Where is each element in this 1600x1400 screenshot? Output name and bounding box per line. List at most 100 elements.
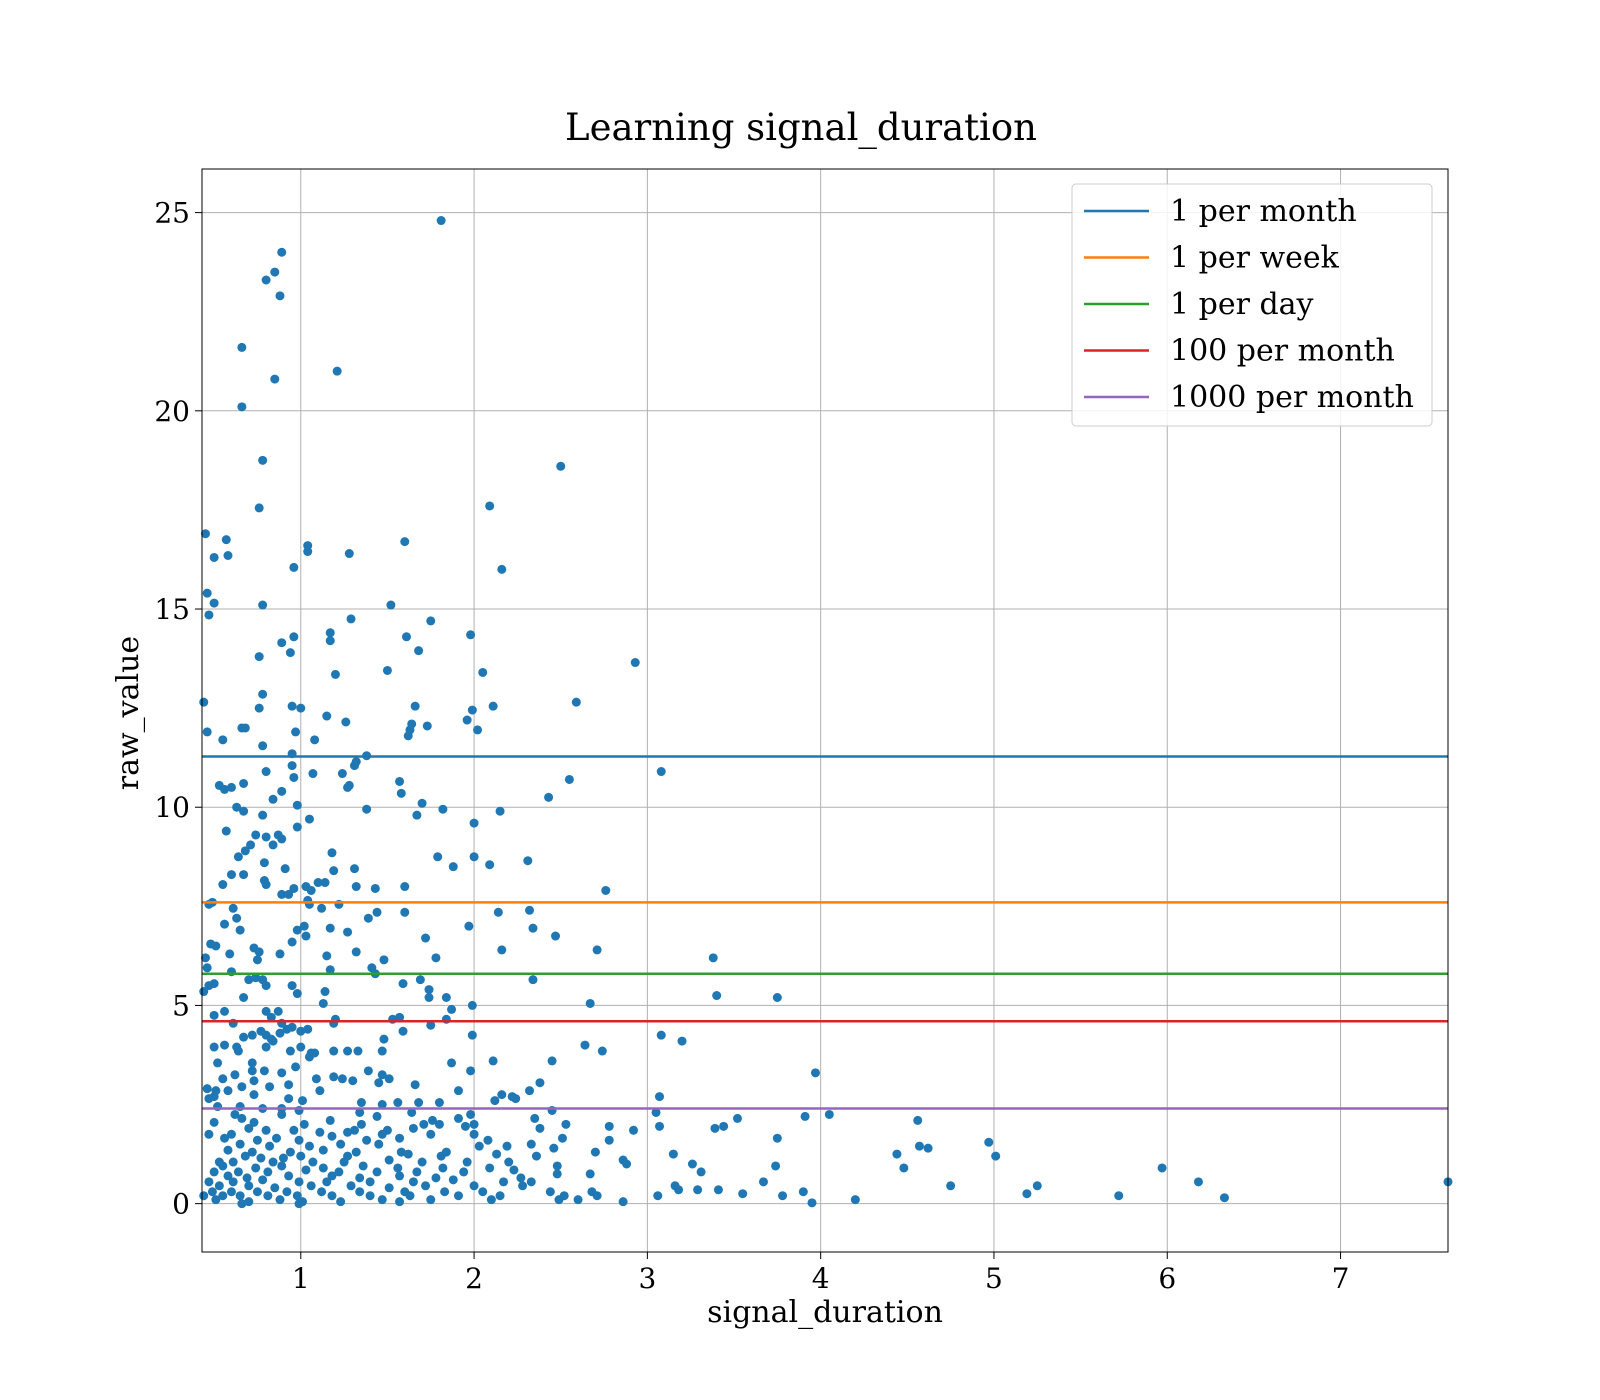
data-point bbox=[214, 1181, 224, 1191]
data-point bbox=[268, 794, 278, 804]
data-point bbox=[327, 848, 337, 858]
data-point bbox=[710, 1123, 720, 1133]
data-point bbox=[317, 1187, 327, 1197]
data-point bbox=[261, 1125, 271, 1135]
data-point bbox=[504, 1157, 514, 1167]
data-point bbox=[249, 1117, 259, 1127]
data-point bbox=[384, 1074, 394, 1084]
data-point bbox=[289, 562, 299, 572]
data-point bbox=[398, 1026, 408, 1036]
data-point bbox=[467, 1030, 477, 1040]
data-point bbox=[240, 846, 250, 856]
data-point bbox=[209, 598, 219, 608]
data-point bbox=[278, 1153, 288, 1163]
data-point bbox=[580, 1040, 590, 1050]
data-point bbox=[462, 1157, 472, 1167]
data-point bbox=[486, 1195, 496, 1205]
data-point bbox=[223, 1145, 233, 1155]
data-point bbox=[377, 1070, 387, 1080]
data-point bbox=[421, 933, 431, 943]
data-point bbox=[355, 1107, 365, 1117]
data-point bbox=[332, 366, 342, 376]
data-point bbox=[497, 1090, 507, 1100]
data-point bbox=[289, 632, 299, 642]
data-point bbox=[228, 1157, 238, 1167]
data-point bbox=[732, 1113, 742, 1123]
data-point bbox=[712, 991, 722, 1001]
data-point bbox=[315, 1086, 325, 1096]
data-point bbox=[204, 1177, 214, 1187]
data-point bbox=[254, 503, 264, 513]
data-point bbox=[573, 1195, 583, 1205]
data-point bbox=[668, 1149, 678, 1159]
data-point bbox=[277, 638, 287, 648]
data-points bbox=[199, 216, 1453, 1209]
data-point bbox=[235, 1191, 245, 1201]
data-point bbox=[251, 973, 261, 983]
y-tick-label: 25 bbox=[154, 197, 190, 230]
data-point bbox=[526, 1139, 536, 1149]
data-point bbox=[356, 1119, 366, 1129]
data-point bbox=[438, 1163, 448, 1173]
data-point bbox=[365, 1177, 375, 1187]
data-point bbox=[410, 701, 420, 711]
data-point bbox=[398, 979, 408, 989]
data-point bbox=[629, 1125, 639, 1135]
data-point bbox=[299, 1119, 309, 1129]
data-point bbox=[405, 1191, 415, 1201]
plot-area bbox=[199, 168, 1453, 1253]
data-point bbox=[226, 1129, 236, 1139]
data-point bbox=[984, 1137, 994, 1147]
data-point bbox=[351, 757, 361, 767]
data-point bbox=[315, 1127, 325, 1137]
data-point bbox=[275, 1028, 285, 1038]
legend-items: 1 per month 1 per week 1 per day 100 per mo… bbox=[1084, 194, 1414, 415]
legend-box bbox=[1071, 183, 1433, 427]
data-point bbox=[233, 852, 243, 862]
data-point bbox=[266, 1012, 276, 1022]
data-point bbox=[414, 1098, 424, 1108]
data-point bbox=[618, 1197, 628, 1207]
data-point bbox=[275, 949, 285, 959]
data-point bbox=[535, 1078, 545, 1088]
data-point bbox=[277, 889, 287, 899]
data-point bbox=[209, 1167, 219, 1177]
data-point bbox=[460, 1121, 470, 1131]
data-point bbox=[469, 1181, 479, 1191]
data-point bbox=[251, 830, 261, 840]
data-point bbox=[258, 1175, 268, 1185]
data-point bbox=[551, 931, 561, 941]
x-tick-label: 6 bbox=[1158, 1262, 1176, 1295]
data-point bbox=[1219, 1193, 1229, 1203]
data-point bbox=[469, 1129, 479, 1139]
data-point bbox=[294, 1135, 304, 1145]
data-point bbox=[247, 1147, 257, 1157]
data-point bbox=[353, 1046, 363, 1056]
data-point bbox=[294, 1177, 304, 1187]
data-point bbox=[547, 1056, 557, 1066]
data-point bbox=[488, 1056, 498, 1066]
data-point bbox=[601, 885, 611, 895]
data-point bbox=[696, 1167, 706, 1177]
data-point bbox=[204, 610, 214, 620]
data-point bbox=[325, 628, 335, 638]
legend: 1 per month 1 per week 1 per day 100 per mo… bbox=[1071, 183, 1433, 427]
data-point bbox=[284, 1080, 294, 1090]
x-tick-label: 4 bbox=[812, 1262, 830, 1295]
data-point bbox=[258, 600, 268, 610]
data-point bbox=[343, 1127, 353, 1137]
data-point bbox=[478, 1187, 488, 1197]
data-point bbox=[282, 1187, 292, 1197]
data-point bbox=[258, 689, 268, 699]
data-point bbox=[351, 1147, 361, 1157]
data-point bbox=[946, 1181, 956, 1191]
data-point bbox=[355, 1173, 365, 1183]
data-point bbox=[377, 1195, 387, 1205]
data-point bbox=[419, 1119, 429, 1129]
data-point bbox=[306, 885, 316, 895]
data-point bbox=[552, 1161, 562, 1171]
data-point bbox=[440, 1187, 450, 1197]
data-point bbox=[218, 880, 228, 890]
data-point bbox=[277, 1109, 287, 1119]
data-point bbox=[350, 1125, 360, 1135]
